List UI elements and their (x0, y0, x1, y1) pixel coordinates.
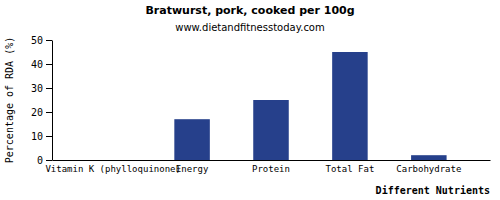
y-tick-label: 30 (31, 83, 43, 94)
y-tick-label: 0 (37, 155, 43, 166)
chart-container: 0 10 20 30 40 50 Vitamin K (phylloquinone)Ener… (0, 0, 500, 200)
subtitle: www.dietandfitnesstoday.com (175, 22, 324, 33)
x-tick-label: Vitamin K (phylloquinone) (45, 164, 180, 174)
y-tick: 30 (31, 83, 52, 94)
bar (411, 155, 447, 160)
x-axis: Vitamin K (phylloquinone)Energy Protein To… (45, 161, 490, 175)
title: Bratwurst, pork, cooked per 100g (145, 4, 354, 17)
bar (253, 100, 289, 160)
y-tick: 40 (31, 59, 52, 70)
y-axis-title: Percentage of RDA (%) (4, 37, 15, 163)
bar (332, 52, 368, 160)
x-tick-label: Energy (176, 164, 209, 174)
y-tick-mark (46, 40, 52, 41)
bars (174, 52, 446, 160)
y-tick: 20 (31, 107, 52, 118)
y-tick-mark (46, 112, 52, 113)
chart-svg: 0 10 20 30 40 50 Vitamin K (phylloquinone)Ener… (0, 0, 500, 200)
x-axis-title: Different Nutrients (376, 185, 490, 196)
x-tick-label: Total Fat (326, 164, 375, 174)
y-axis: 0 10 20 30 40 50 (31, 35, 53, 166)
y-tick: 10 (31, 131, 52, 142)
y-tick-mark (46, 88, 52, 89)
y-tick-label: 10 (31, 131, 43, 142)
x-tick: Protein (252, 164, 290, 174)
y-tick-label: 40 (31, 59, 43, 70)
y-tick-label: 50 (31, 35, 43, 46)
x-axis-line (53, 160, 491, 161)
y-tick-mark (46, 136, 52, 137)
x-tick-label: Protein (252, 164, 290, 174)
y-axis-line (52, 41, 53, 161)
x-tick-label: Carbohydrate (396, 164, 461, 174)
y-tick-label: 20 (31, 107, 43, 118)
x-tick: Carbohydrate (396, 164, 461, 174)
bar (95, 160, 131, 161)
y-tick-mark (46, 160, 52, 161)
y-tick-mark (46, 64, 52, 65)
bar (174, 119, 210, 160)
x-tick: Total Fat (326, 164, 375, 174)
x-tick: Vitamin K (phylloquinone) (45, 164, 180, 174)
y-tick: 50 (31, 35, 52, 46)
x-tick: Energy (176, 164, 209, 174)
